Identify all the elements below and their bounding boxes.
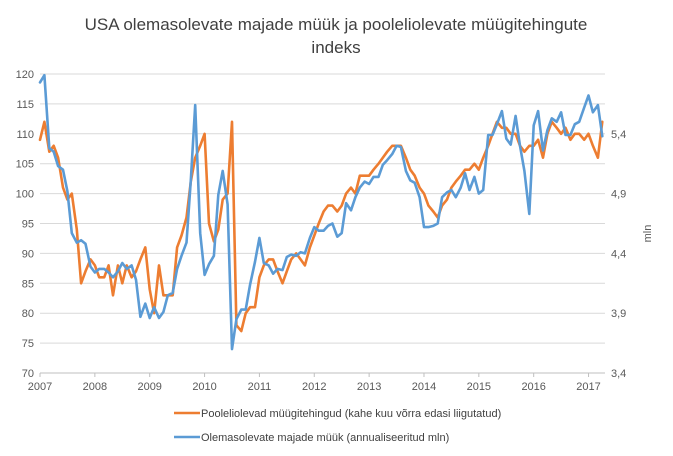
chart-title-line1: USA olemasolevate majade müük ja pooleli… [85, 15, 588, 34]
y-left-tick-label: 85 [22, 278, 34, 290]
axis-ticks: 70 75 80 85 90 95 100 105 110 115 120 3,4 3,9 4,4 4,9 5… [16, 69, 627, 393]
series-line-0 [38, 120, 604, 333]
y-left-tick-label: 75 [22, 338, 34, 350]
legend-label-0: Pooleliolevad müügitehingud (kahe kuu võ… [201, 408, 501, 420]
series-line-1 [38, 73, 604, 351]
y-left-tick-label: 70 [22, 368, 34, 380]
y-right-tick-label: 5,4 [611, 129, 626, 141]
y-right-tick-label: 4,9 [611, 189, 626, 201]
y-left-tick-label: 80 [22, 308, 34, 320]
x-tick-label: 2014 [412, 381, 436, 393]
y-left-tick-label: 120 [16, 69, 34, 81]
y-right-tick-label: 4,4 [611, 248, 626, 260]
x-tick-label: 2013 [357, 381, 381, 393]
y-left-tick-label: 100 [16, 189, 34, 201]
x-tick-label: 2017 [576, 381, 600, 393]
x-tick-label: 2012 [302, 381, 326, 393]
legend: Pooleliolevad müügitehingud (kahe kuu võ… [174, 408, 501, 444]
x-tick-label: 2011 [248, 381, 272, 393]
legend-label-1: Olemasolevate majade müük (annualiseerit… [201, 432, 449, 444]
y-right-tick-label: 3,9 [611, 308, 626, 320]
x-tick-label: 2009 [137, 381, 161, 393]
x-tick-label: 2015 [467, 381, 491, 393]
y-left-tick-label: 105 [16, 159, 34, 171]
y-left-tick-label: 115 [16, 99, 34, 111]
x-tick-label: 2010 [192, 381, 216, 393]
grid-lines [40, 73, 605, 374]
y-right-tick-label: 3,4 [611, 368, 626, 380]
x-tick-label: 2016 [521, 381, 545, 393]
y-left-tick-label: 110 [16, 129, 34, 141]
x-tick-label: 2007 [28, 381, 52, 393]
y-left-tick-label: 95 [22, 219, 34, 231]
y-right-axis-title: mln [642, 225, 654, 243]
x-tick-label: 2008 [83, 381, 107, 393]
series-lines [38, 73, 604, 351]
chart-title-line2: indeks [311, 38, 360, 57]
y-left-tick-label: 90 [22, 248, 34, 260]
